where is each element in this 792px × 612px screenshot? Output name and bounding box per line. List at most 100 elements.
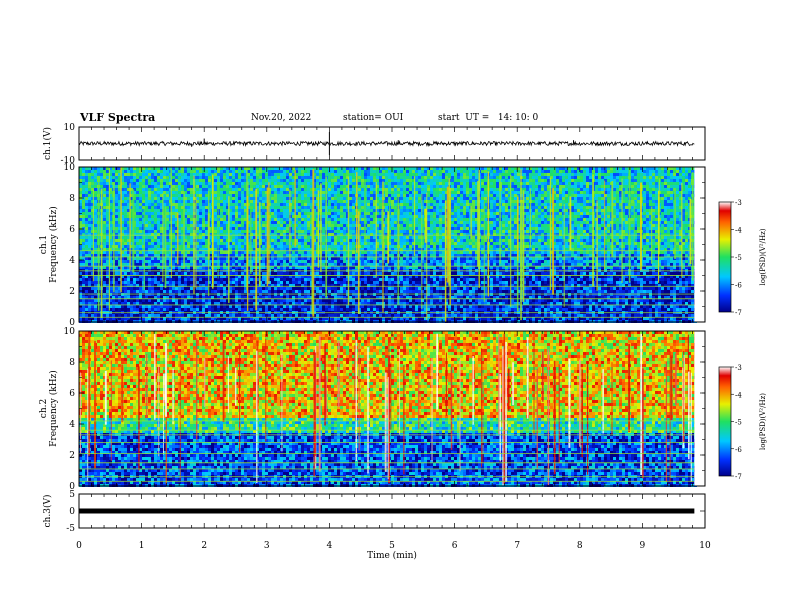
spectrogram-cell (508, 182, 511, 185)
spectrogram-cell (484, 197, 487, 200)
spectrogram-cell (598, 215, 601, 218)
spectrogram-cell (406, 206, 409, 209)
spectrogram-cell (208, 185, 211, 188)
spectrogram-cell (286, 203, 289, 206)
spectrogram-cell (187, 197, 190, 200)
spectrogram-cell (223, 173, 226, 176)
spectrogram-cell (184, 188, 187, 191)
spectrogram-cell (490, 200, 493, 203)
spectrogram-cell (280, 203, 283, 206)
spectrogram-cell (451, 167, 454, 170)
spectrogram-cell (85, 167, 88, 170)
spectrogram-cell (427, 224, 430, 227)
spectrogram-cell (106, 167, 109, 170)
spectrogram-cell (124, 233, 127, 236)
spectrogram-cell (184, 176, 187, 179)
spectrogram-cell (112, 176, 115, 179)
spectrogram-cell (286, 167, 289, 170)
spectrogram-cell (544, 173, 547, 176)
spectrogram-cell (301, 221, 304, 224)
spectrogram-cell (370, 170, 373, 173)
spectrogram-cell (658, 173, 661, 176)
spectrogram-cell (151, 182, 154, 185)
spectrogram-cell (616, 197, 619, 200)
spectrogram-cell (202, 170, 205, 173)
spectrogram-cell (169, 239, 172, 242)
spectrogram-cell (451, 218, 454, 221)
spectrogram-cell (442, 179, 445, 182)
spectrogram-cell (142, 182, 145, 185)
spectrogram-cell (166, 233, 169, 236)
spectrogram-cell (154, 170, 157, 173)
spectrogram-cell (616, 224, 619, 227)
spectrogram-cell (529, 167, 532, 170)
spectrogram-cell (451, 191, 454, 194)
spectrogram-cell (151, 236, 154, 239)
spectrogram-cell (598, 194, 601, 197)
spectrogram-cell (121, 203, 124, 206)
spectrogram-cell (649, 224, 652, 227)
spectrogram-cell (85, 200, 88, 203)
spectrogram-cell (427, 179, 430, 182)
spectrogram-cell (670, 236, 673, 239)
spectrogram-cell (145, 176, 148, 179)
spectrogram-cell (85, 197, 88, 200)
spectrogram-cell (301, 209, 304, 212)
spectrogram-cell (82, 239, 85, 242)
spectrogram-cell (256, 221, 259, 224)
spectrogram-cell (322, 230, 325, 233)
spectrogram-cell (514, 233, 517, 236)
spectrogram-cell (556, 218, 559, 221)
spectrogram-cell (151, 221, 154, 224)
spectrogram-cell (436, 176, 439, 179)
spectrogram-cell (256, 200, 259, 203)
spectrogram-cell (574, 170, 577, 173)
spectrogram-cell (130, 206, 133, 209)
spectrogram-cell (619, 182, 622, 185)
spectrogram-cell (172, 233, 175, 236)
spectrogram-cell (436, 233, 439, 236)
spectrogram-cell (652, 191, 655, 194)
spectrogram-cell (547, 197, 550, 200)
spectrogram-cell (256, 179, 259, 182)
spectrogram-cell (181, 191, 184, 194)
spectrogram-cell (643, 197, 646, 200)
spectrogram-cell (385, 200, 388, 203)
spectrogram-cell (394, 215, 397, 218)
spectrogram-cell (586, 224, 589, 227)
spectrogram-cell (676, 227, 679, 230)
spectrogram-cell (379, 218, 382, 221)
spectrogram-cell (523, 230, 526, 233)
spectrogram-cell (451, 185, 454, 188)
spectrogram-cell (142, 188, 145, 191)
spectrogram-cell (418, 227, 421, 230)
spectrogram-cell (184, 218, 187, 221)
spectrogram-cell (472, 230, 475, 233)
spectrogram-cell (571, 191, 574, 194)
spectrogram-cell (604, 233, 607, 236)
spectrogram-cell (130, 182, 133, 185)
spectrogram-cell (202, 209, 205, 212)
spectrogram-cell (406, 182, 409, 185)
spectrogram-cell (349, 233, 352, 236)
spectrogram-cell (286, 191, 289, 194)
spectrogram-cell (280, 170, 283, 173)
spectrogram-cell (334, 224, 337, 227)
spectrogram-cell (631, 221, 634, 224)
spectrogram-cell (115, 221, 118, 224)
spectrogram-cell (688, 188, 691, 191)
spectrogram-cell (418, 212, 421, 215)
spectrogram-cell (256, 188, 259, 191)
spectrogram-cell (403, 197, 406, 200)
spectrogram-cell (544, 215, 547, 218)
date-label: Nov.20, 2022 (251, 113, 311, 123)
spectrogram-cell (169, 233, 172, 236)
spectrogram-cell (79, 206, 82, 209)
spectrogram-cell (112, 170, 115, 173)
spectrogram-cell (622, 191, 625, 194)
spectrogram-cell (271, 182, 274, 185)
spectrogram-cell (538, 203, 541, 206)
spectrogram-cell (184, 224, 187, 227)
spectrogram-cell (280, 191, 283, 194)
spectrogram-cell (340, 212, 343, 215)
